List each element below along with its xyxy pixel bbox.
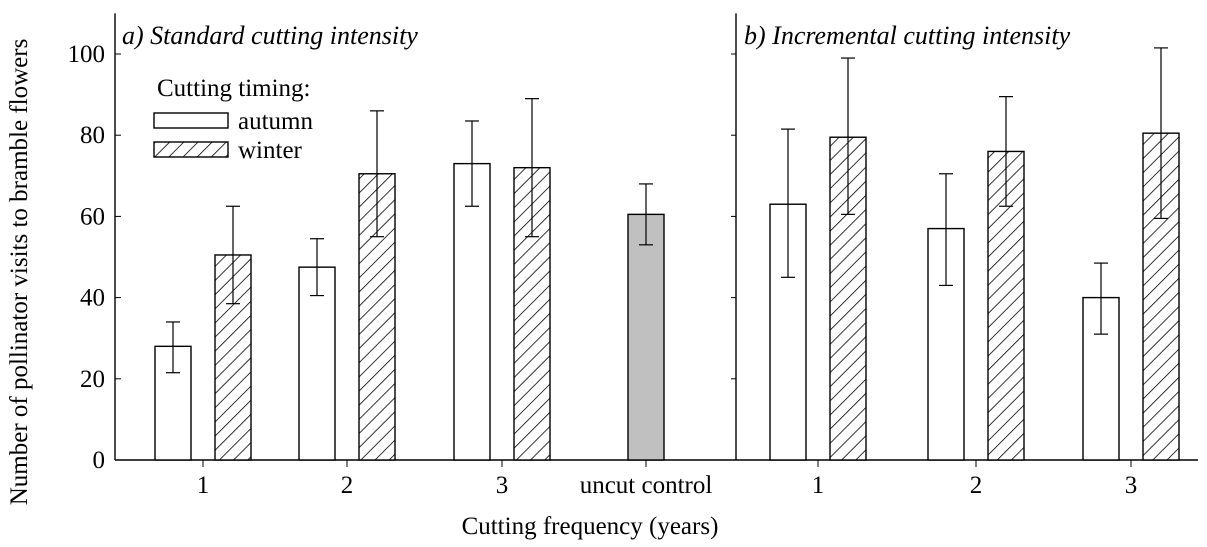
legend-label-winter: winter	[238, 137, 303, 164]
bar-control	[627, 213, 665, 461]
y-tick-label: 40	[80, 285, 105, 312]
legend: Cutting timing: autumn winter	[153, 75, 313, 164]
x-tick-label: uncut control	[580, 472, 713, 499]
x-tick-label: 3	[496, 472, 509, 499]
y-tick-label: 100	[68, 41, 106, 68]
legend-swatch-winter	[153, 141, 229, 158]
panel-b-title: b) Incremental cutting intensity	[744, 21, 1071, 50]
x-tick-label: 1	[197, 472, 210, 499]
y-tick-label: 20	[80, 366, 105, 393]
x-tick-label: 2	[341, 472, 354, 499]
y-tick-label: 80	[80, 122, 105, 149]
y-tick-label: 0	[93, 447, 106, 474]
x-ticks: 1 2 3 uncut control 1 2 3	[197, 460, 1138, 499]
y-axis-title: Number of pollinator visits to bramble f…	[6, 39, 33, 506]
legend-swatch-autumn	[153, 112, 229, 129]
bar-autumn	[453, 162, 491, 461]
error-bars	[166, 47, 1168, 374]
legend-title: Cutting timing:	[157, 75, 311, 102]
y-tick-label: 60	[80, 203, 105, 230]
bars	[154, 132, 1180, 461]
x-tick-label: 2	[970, 472, 983, 499]
x-tick-label: 3	[1125, 472, 1138, 499]
panel-a-title: a) Standard cutting intensity	[122, 21, 418, 50]
x-axis-title: Cutting frequency (years)	[462, 513, 719, 540]
x-tick-label: 1	[812, 472, 825, 499]
y-ticks: 0 20 40 60 80 100	[68, 41, 736, 474]
legend-label-autumn: autumn	[238, 108, 313, 135]
